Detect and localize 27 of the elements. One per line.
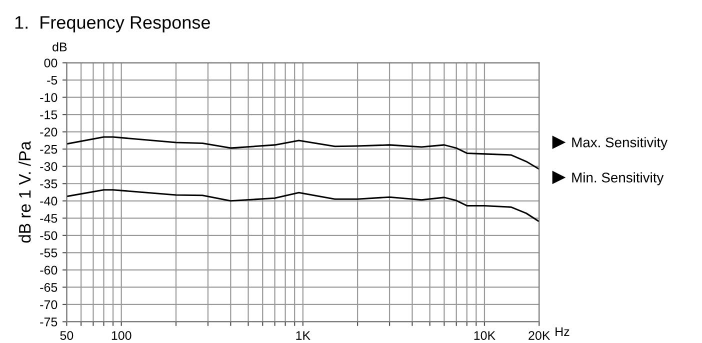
y-axis-title: dB re 1 V. /Pa xyxy=(18,141,31,243)
y-tick-label: -20 xyxy=(40,128,58,136)
y-tick-label: -60 xyxy=(40,266,58,275)
y-tick-label: -15 xyxy=(40,110,58,120)
x-tick-label: 50 xyxy=(60,331,74,340)
y-tick-label: -5 xyxy=(47,76,58,85)
y-tick-label: -25 xyxy=(40,144,58,154)
y-tick-label: 00 xyxy=(44,58,58,68)
y-tick-label: -50 xyxy=(40,231,58,240)
legend-label: Min. Sensitivity xyxy=(572,172,664,186)
text: Hz xyxy=(556,327,570,336)
x-tick-label: 100 xyxy=(112,331,132,340)
legend-label: Max. Sensitivity xyxy=(572,137,668,150)
y-tick-label: -40 xyxy=(40,196,58,206)
y-tick-label: -35 xyxy=(40,179,58,188)
y-tick-label: -55 xyxy=(40,248,58,258)
x-tick-label: 20K xyxy=(528,331,550,340)
y-tick-label: -45 xyxy=(40,214,58,223)
x-tick-label: 10K xyxy=(474,331,496,340)
y-tick-label: -10 xyxy=(40,93,58,102)
x-tick-label: 1K xyxy=(296,331,310,340)
y-tick-label: -65 xyxy=(40,283,58,292)
y-tick-label: -70 xyxy=(40,300,58,310)
chart-title: 1. Frequency Response xyxy=(15,16,210,32)
y-tick-label: -75 xyxy=(40,318,58,326)
y-tick-label: -30 xyxy=(40,162,58,172)
text: dB xyxy=(52,42,67,52)
